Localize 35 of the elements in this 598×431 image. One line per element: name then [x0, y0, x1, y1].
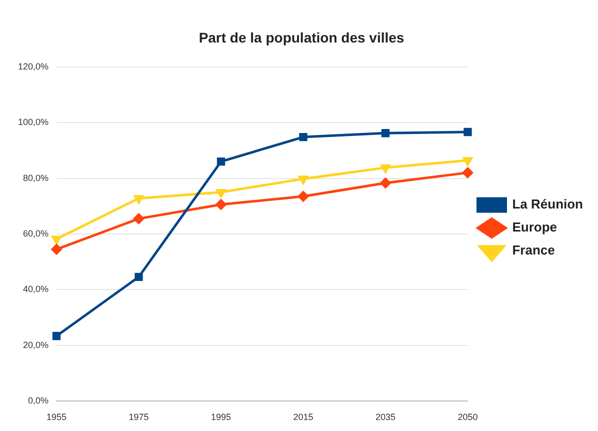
point — [52, 236, 62, 244]
legend-label: Europe — [512, 220, 558, 235]
point — [52, 332, 61, 340]
legend-label: France — [512, 242, 555, 258]
y-tick-label: 120,0% — [18, 61, 49, 72]
point — [216, 199, 226, 210]
point — [134, 272, 143, 281]
point — [463, 157, 472, 166]
x-tick-label: 1975 — [128, 412, 149, 422]
point — [462, 167, 473, 178]
point — [298, 176, 308, 184]
point — [380, 178, 391, 188]
point — [298, 191, 308, 202]
y-tick-label: 80,0% — [22, 172, 49, 183]
point — [216, 188, 226, 198]
point — [380, 164, 390, 173]
point — [134, 213, 144, 224]
point — [299, 132, 308, 142]
point — [51, 244, 62, 255]
x-tick-label: 1995 — [210, 412, 232, 422]
point — [134, 195, 144, 204]
x-tick-label: 1955 — [46, 412, 67, 422]
y-tick-label: 60,0% — [22, 228, 49, 238]
x-tick-label: 2035 — [375, 412, 396, 422]
y-tick-label: 0,0% — [28, 396, 49, 406]
y-tick-label: 20,0% — [22, 340, 49, 350]
x-tick-label: 2015 — [293, 412, 314, 422]
point — [464, 128, 472, 136]
point — [216, 157, 226, 166]
point — [381, 129, 390, 138]
x-tick-label: 2050 — [458, 412, 478, 422]
chart-title: Part de la population des villes — [198, 29, 404, 46]
y-tick-label: 40,0% — [22, 284, 49, 294]
legend-label: La Réunion — [512, 196, 584, 212]
y-tick-label: 100,0% — [18, 117, 49, 128]
